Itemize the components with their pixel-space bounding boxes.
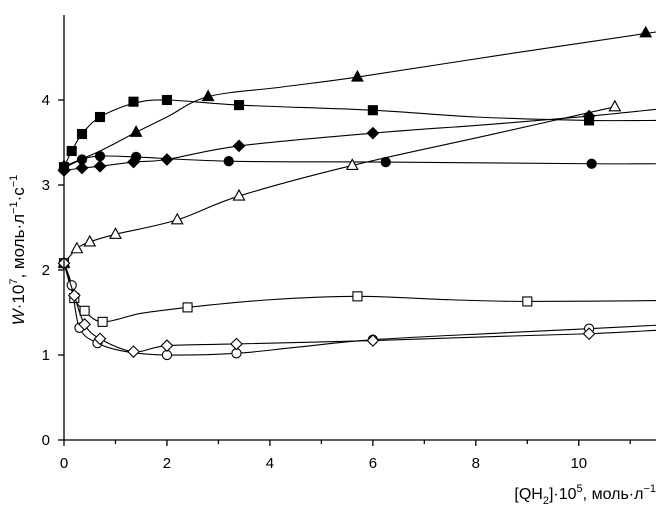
filled-square-marker [94,111,106,123]
filled-diamond-marker [232,139,246,153]
y-tick-label: 2 [42,262,50,279]
filled-square-marker [128,96,139,107]
y-label-unit1: , моль·л [9,214,28,279]
x-tick-label: 10 [570,455,587,472]
y-tick-label: 3 [42,177,50,194]
series-filled-circle [58,150,657,174]
open-triangle-marker [109,227,122,239]
y-label-unit2: ·с [9,187,28,202]
open-diamond-marker [366,334,380,347]
x-label-main: [QH [514,486,542,503]
filled-triangle-marker [201,89,215,102]
open-diamond-marker [160,339,174,353]
filled-square-marker [66,145,77,157]
series-filled-triangle [57,25,657,171]
series-line-filled-triangle [63,31,657,167]
filled-square-marker [76,128,88,140]
filled-triangle-marker [129,125,143,137]
axes-layer: 0 1 2 3 4 0 2 4 6 8 10 [42,15,656,472]
open-diamond-marker [67,289,81,302]
filled-square-marker [161,94,173,106]
filled-triangle-marker [350,69,364,82]
x-tick-label: 0 [60,455,68,472]
x-label-sub: 2 [543,495,549,507]
y-label-mid: ·10 [9,285,28,310]
series-filled-diamond [57,108,657,177]
filled-square-marker [233,100,245,111]
open-diamond-marker [127,345,140,358]
x-label-mid: ]·10 [549,486,577,503]
open-triangle-marker [70,241,84,254]
y-axis-label: W·107, моль·л−1·с−1 [8,175,28,326]
y-label-main: W [9,307,28,325]
y-tick-label: 4 [42,92,50,109]
open-diamond-marker [78,318,91,331]
x-tick-label: 2 [163,455,171,472]
y-label-unit1-sup: −1 [8,201,20,214]
x-axis-label: [QH2]·105, моль·л−1 [514,483,656,507]
open-square-marker [182,302,193,313]
filled-circle-marker [586,158,597,169]
x-label-unit: , моль·л [583,486,644,503]
series-filled-square [58,94,657,173]
filled-diamond-marker [93,159,107,173]
series-open-circle [58,258,657,361]
filled-circle-marker [130,151,142,163]
open-diamond-marker [582,327,596,341]
open-triangle-marker [83,234,97,247]
open-square-marker [97,316,108,327]
open-square-marker [522,296,533,307]
series-open-square [58,258,657,327]
series-line-filled-diamond [63,108,657,172]
series-open-diamond [57,256,657,358]
y-tick-label: 1 [42,347,50,364]
open-square-marker [79,305,90,316]
filled-triangle-marker [639,25,653,38]
open-diamond-marker [93,332,107,346]
open-circle-marker [66,280,77,291]
x-tick-label: 8 [472,455,480,472]
open-triangle-marker [170,212,184,225]
series-line-filled-circle [63,155,657,169]
x-label-unit-sup: −1 [643,483,656,495]
series-layer [57,25,657,361]
x-tick-label: 4 [266,455,274,472]
open-triangle-marker [345,158,359,170]
series-open-triangle [57,99,622,268]
filled-diamond-marker [75,161,89,175]
open-square-marker [352,291,363,302]
x-label-sup: 5 [577,483,583,495]
series-line-open-triangle [63,106,615,264]
series-line-open-diamond [63,263,657,353]
open-triangle-marker [608,99,622,112]
y-tick-label: 0 [42,432,50,449]
filled-diamond-marker [160,153,174,166]
x-tick-label: 6 [369,455,377,472]
open-diamond-marker [230,337,243,351]
y-label-unit2-sup: −1 [8,175,20,188]
y-label-sup: 7 [8,279,20,285]
filled-circle-marker [76,154,88,165]
open-triangle-marker [232,188,246,201]
filled-diamond-marker [366,126,380,140]
series-line-filled-square [63,99,657,168]
filled-square-marker [367,105,378,116]
filled-circle-marker [223,156,234,167]
filled-circle-marker [94,150,106,162]
